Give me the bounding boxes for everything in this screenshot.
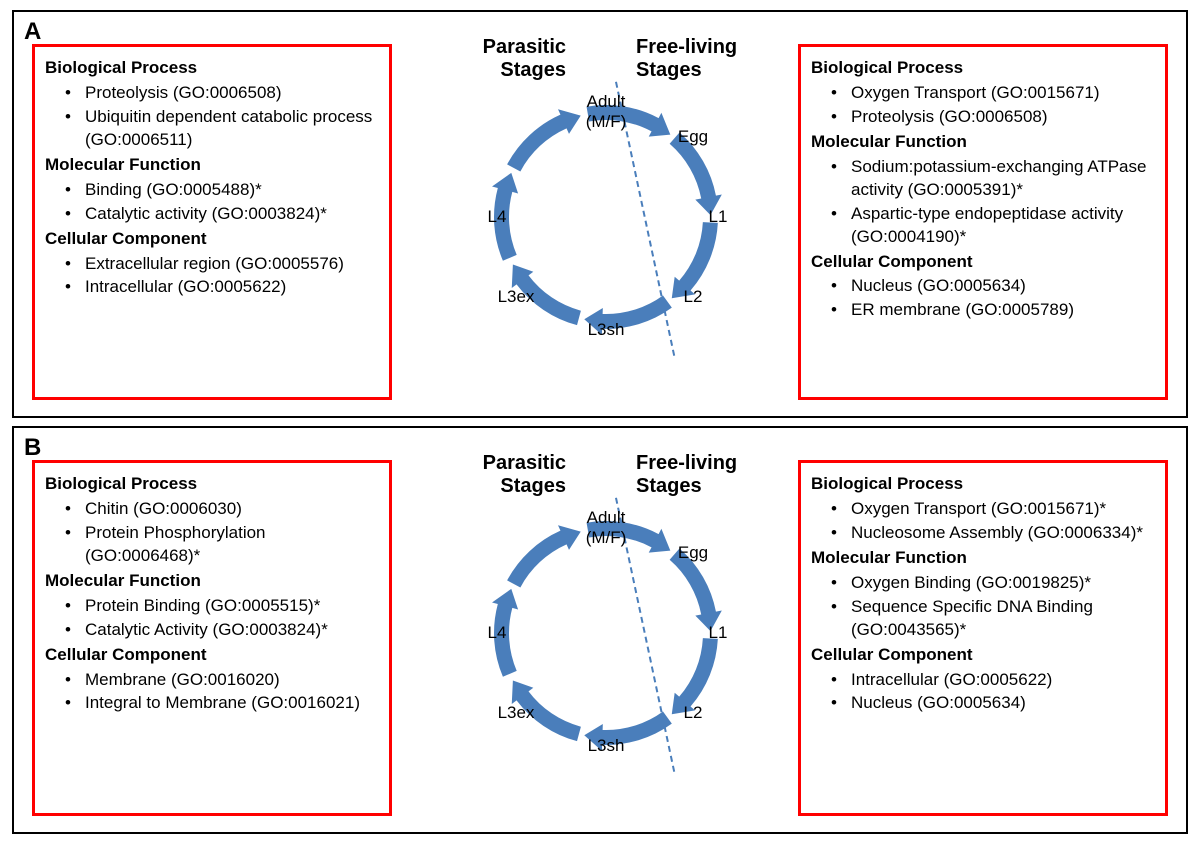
heading-cc: Cellular Component	[811, 644, 1155, 667]
heading-cc: Cellular Component	[811, 251, 1155, 274]
heading-bp: Biological Process	[811, 57, 1155, 80]
parasitic-title: ParasiticStages	[426, 36, 566, 82]
stage-l3sh: L3sh	[588, 736, 625, 756]
go-item: Integral to Membrane (GO:0016021)	[45, 692, 379, 715]
heading-mf: Molecular Function	[45, 154, 379, 177]
stage-l1: L1	[709, 207, 728, 227]
lifecycle-diagram: Adult(M/F) Egg L1 L2 L3sh L3ex L4	[481, 508, 731, 758]
stage-l3sh: L3sh	[588, 320, 625, 340]
go-item: Oxygen Binding (GO:0019825)*	[811, 572, 1155, 595]
stage-l3ex: L3ex	[498, 703, 535, 723]
go-item: Intracellular (GO:0005622)	[811, 669, 1155, 692]
figure-root: A Biological Process Proteolysis (GO:000…	[0, 0, 1200, 847]
stage-adult: Adult(M/F)	[586, 508, 627, 548]
panel-a-letter: A	[24, 18, 41, 46]
heading-bp: Biological Process	[45, 57, 379, 80]
stage-l2: L2	[684, 703, 703, 723]
go-item: Ubiquitin dependent catabolic process (G…	[45, 106, 379, 152]
go-item: Oxygen Transport (GO:0015671)	[811, 82, 1155, 105]
panel-a-right-box: Biological Process Oxygen Transport (GO:…	[798, 44, 1168, 400]
panel-a: A Biological Process Proteolysis (GO:000…	[12, 10, 1188, 418]
panel-a-left-box: Biological Process Proteolysis (GO:00065…	[32, 44, 392, 400]
go-item: Nucleus (GO:0005634)	[811, 692, 1155, 715]
heading-mf: Molecular Function	[811, 547, 1155, 570]
stage-l2: L2	[684, 287, 703, 307]
go-item: Membrane (GO:0016020)	[45, 669, 379, 692]
go-item: Intracellular (GO:0005622)	[45, 276, 379, 299]
free-living-title: Free-livingStages	[636, 452, 786, 498]
heading-mf: Molecular Function	[811, 131, 1155, 154]
panel-b-letter: B	[24, 434, 41, 462]
heading-bp: Biological Process	[811, 473, 1155, 496]
go-item: Chitin (GO:0006030)	[45, 498, 379, 521]
heading-cc: Cellular Component	[45, 228, 379, 251]
go-item: Nucleosome Assembly (GO:0006334)*	[811, 522, 1155, 545]
go-item: Oxygen Transport (GO:0015671)*	[811, 498, 1155, 521]
go-item: ER membrane (GO:0005789)	[811, 299, 1155, 322]
go-item: Sequence Specific DNA Binding (GO:004356…	[811, 596, 1155, 642]
heading-cc: Cellular Component	[45, 644, 379, 667]
stage-l3ex: L3ex	[498, 287, 535, 307]
stage-egg: Egg	[678, 543, 708, 563]
stage-adult: Adult(M/F)	[586, 92, 627, 132]
go-item: Extracellular region (GO:0005576)	[45, 253, 379, 276]
go-item: Nucleus (GO:0005634)	[811, 275, 1155, 298]
stage-egg: Egg	[678, 127, 708, 147]
panel-b-center: ParasiticStages Free-livingStages Adult(…	[406, 448, 806, 828]
go-item: Proteolysis (GO:0006508)	[45, 82, 379, 105]
stage-l4: L4	[488, 207, 507, 227]
parasitic-title: ParasiticStages	[426, 452, 566, 498]
go-item: Proteolysis (GO:0006508)	[811, 106, 1155, 129]
panel-b-left-box: Biological Process Chitin (GO:0006030) P…	[32, 460, 392, 816]
panel-b: B Biological Process Chitin (GO:0006030)…	[12, 426, 1188, 834]
go-item: Binding (GO:0005488)*	[45, 179, 379, 202]
panel-b-right-box: Biological Process Oxygen Transport (GO:…	[798, 460, 1168, 816]
heading-bp: Biological Process	[45, 473, 379, 496]
go-item: Catalytic activity (GO:0003824)*	[45, 203, 379, 226]
go-item: Protein Binding (GO:0005515)*	[45, 595, 379, 618]
go-item: Protein Phosphorylation (GO:0006468)*	[45, 522, 379, 568]
go-item: Aspartic-type endopeptidase activity (GO…	[811, 203, 1155, 249]
go-item: Sodium:potassium-exchanging ATPase activ…	[811, 156, 1155, 202]
go-item: Catalytic Activity (GO:0003824)*	[45, 619, 379, 642]
free-living-title: Free-livingStages	[636, 36, 786, 82]
lifecycle-diagram: Adult(M/F) Egg L1 L2 L3sh L3ex L4	[481, 92, 731, 342]
heading-mf: Molecular Function	[45, 570, 379, 593]
stage-l4: L4	[488, 623, 507, 643]
stage-l1: L1	[709, 623, 728, 643]
panel-a-center: ParasiticStages Free-livingStages Adult(…	[406, 32, 806, 412]
